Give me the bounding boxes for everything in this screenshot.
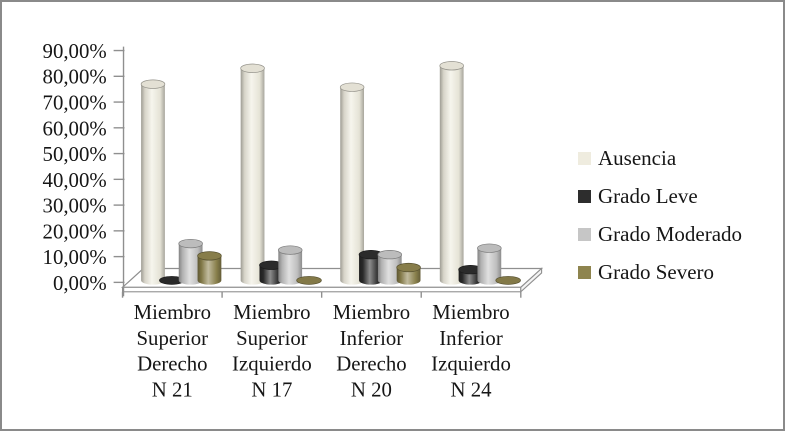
- y-tick-label-4: 40,00%: [43, 169, 107, 192]
- cylinder-ausencia-miembro-inferior-derecho-n-20: [340, 87, 365, 285]
- x-label-1: Miembro Superior Izquierdo N 17: [232, 301, 312, 401]
- y-tick-label-2: 20,00%: [43, 220, 107, 243]
- legend-item-grado-leve: Grado Leve: [578, 177, 742, 215]
- legend-item-grado-severo: Grado Severo: [578, 253, 742, 291]
- y-tick-label-3: 30,00%: [43, 195, 107, 218]
- legend-item-grado-moderado: Grado Moderado: [578, 215, 742, 253]
- cylinder-grado-severo-miembro-inferior-izquierdo-n-24: [495, 276, 521, 285]
- y-axis: 0,00% 10,00% 20,00%30,00% 40,00% 50,00% 60,00…: [43, 40, 125, 297]
- cylinder-grado-moderado-miembro-superior-derecho-n-21-top: [178, 238, 203, 249]
- floor-right-face: [520, 267, 543, 294]
- cylinder-ausencia-miembro-superior-izquierdo-n-17: [240, 68, 265, 285]
- legend-swatch-grado-moderado: [578, 227, 591, 241]
- legend-label: Grado Moderado: [598, 221, 743, 246]
- cylinder-ausencia-miembro-superior-izquierdo-n-17-top: [240, 63, 265, 73]
- bars: [140, 61, 521, 285]
- cylinder-grado-leve-miembro-inferior-derecho-n-20: [359, 254, 383, 285]
- y-tick-label-8: 80,00%: [43, 66, 107, 89]
- y-tick-label-5: 50,00%: [43, 143, 107, 166]
- y-tick-label-9: 90,00%: [43, 40, 107, 63]
- cylinder-grado-moderado-miembro-superior-izquierdo-n-17-top: [277, 245, 303, 255]
- cylinder-grado-severo-miembro-inferior-derecho-n-20: [396, 267, 421, 285]
- cylinder-ausencia-miembro-superior-derecho-n-21-top: [140, 79, 166, 89]
- plot-floor: [120, 267, 544, 294]
- legend: Ausencia Grado Leve Grado Moderado Grado Se…: [578, 139, 742, 291]
- cylinder-grado-moderado-miembro-inferior-izquierdo-n-24: [477, 248, 502, 285]
- cylinder-grado-leve-miembro-superior-izquierdo-n-17: [259, 265, 284, 285]
- legend-label: Grado Leve: [598, 183, 698, 208]
- cylinder-grado-severo-miembro-superior-derecho-n-21: [197, 255, 222, 285]
- cylinder-ausencia-miembro-inferior-izquierdo-n-24: [439, 65, 464, 285]
- cylinder-grado-moderado-miembro-superior-derecho-n-21: [178, 243, 203, 285]
- y-tick-label-7: 70,00%: [43, 91, 107, 114]
- legend-label: Ausencia: [598, 145, 677, 170]
- y-tick-label-0: 0,00%: [53, 272, 107, 295]
- legend-label: Grado Severo: [598, 259, 715, 284]
- x-label-3: Miembro Inferior Izquierdo N 24: [431, 301, 511, 401]
- cylinder-grado-moderado-miembro-superior-izquierdo-n-17: [278, 250, 303, 285]
- cylinder-ausencia-miembro-inferior-derecho-n-20-top: [339, 82, 365, 92]
- cylinder-ausencia-miembro-superior-derecho-n-21: [141, 84, 165, 285]
- y-tick-label-1: 10,00%: [43, 246, 107, 269]
- legend-swatch-ausencia: [578, 151, 591, 165]
- x-label-0: Miembro Superior Derecho N 21: [134, 301, 211, 401]
- cylinder-ausencia-miembro-inferior-izquierdo-n-24-top: [439, 61, 464, 71]
- x-label-2: Miembro Inferior Derecho N 20: [333, 301, 410, 401]
- floor-front-face: [121, 286, 522, 293]
- cylinder-grado-moderado-miembro-inferior-izquierdo-n-24-top: [477, 243, 502, 253]
- cylinder-grado-severo-miembro-superior-derecho-n-21-top: [197, 251, 222, 261]
- cylinder-grado-severo-miembro-superior-izquierdo-n-17: [296, 276, 322, 285]
- cylinder-grado-severo-miembro-inferior-derecho-n-20-top: [396, 262, 421, 273]
- legend-swatch-grado-severo: [578, 265, 591, 279]
- cylinder-grado-moderado-miembro-inferior-derecho-n-20-top: [377, 250, 403, 260]
- cylinder-grado-moderado-miembro-inferior-derecho-n-20: [377, 254, 402, 285]
- y-tick-label-6: 60,00%: [43, 117, 107, 140]
- legend-swatch-grado-leve: [578, 189, 591, 203]
- legend-item-ausencia: Ausencia: [578, 139, 742, 177]
